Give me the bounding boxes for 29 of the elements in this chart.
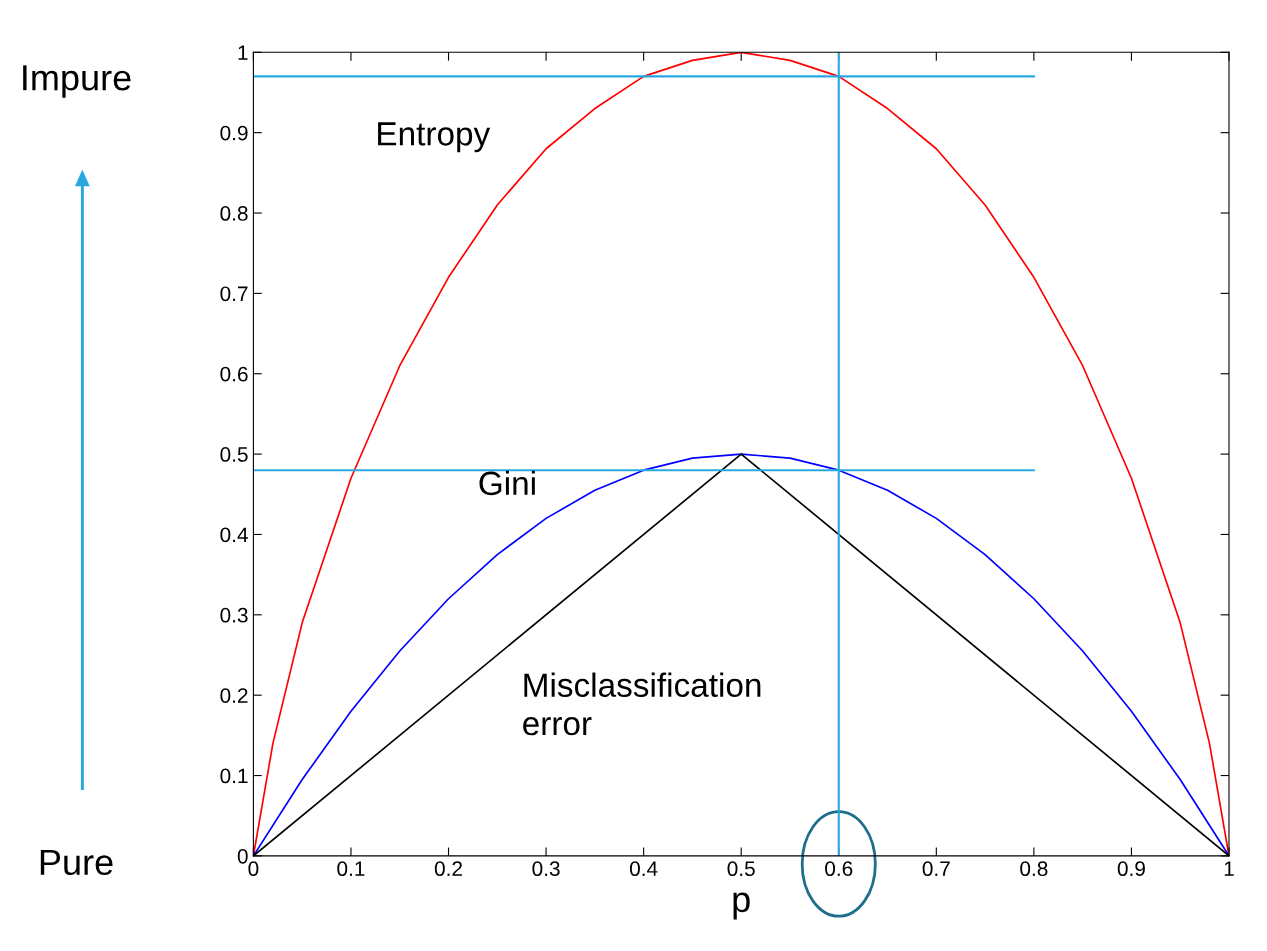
x-tick-label: 0.7 — [922, 861, 950, 877]
series-label: Misclassification error — [523, 672, 761, 736]
x-tick-label: 0.2 — [434, 861, 462, 877]
x-tick-label: 1 — [1224, 861, 1234, 876]
y-tick-label: 1 — [238, 45, 248, 60]
y-tick-label: 0.1 — [220, 768, 248, 784]
series-label: Gini — [479, 470, 535, 496]
x-tick-label: 0.9 — [1117, 861, 1145, 877]
series-label: Entropy — [378, 122, 491, 153]
y-tick-label: 0 — [237, 848, 248, 864]
text: Pure — [40, 849, 113, 876]
y-tick-label: 0.7 — [220, 286, 248, 302]
y-tick-label: 0.3 — [220, 607, 248, 623]
y-tick-label: 0.2 — [220, 688, 248, 703]
y-tick-label: 0.8 — [220, 206, 248, 221]
x-tick-label: 0.8 — [1020, 861, 1048, 877]
x-tick-label: 0 — [248, 861, 259, 877]
x-tick-label: 0.1 — [337, 861, 365, 877]
x-tick-label: 0.6 — [825, 861, 853, 877]
text: Impure — [23, 65, 131, 98]
x-axis-title: p — [733, 892, 750, 920]
line-series — [253, 52, 1229, 856]
x-tick-label: 0.5 — [727, 861, 755, 877]
y-tick-label: 0.6 — [220, 366, 248, 382]
y-tick-label: 0.4 — [220, 527, 248, 543]
x-tick-label: 0.3 — [532, 861, 560, 877]
x-tick-label: 0.4 — [629, 861, 658, 877]
y-tick-label: 0.5 — [220, 447, 248, 462]
y-tick-label: 0.9 — [220, 125, 248, 141]
